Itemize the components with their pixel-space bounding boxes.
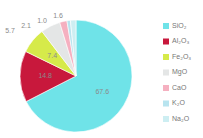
legend-label: Al₂O₃ xyxy=(172,37,189,44)
pie-slice xyxy=(60,21,76,76)
legend-item: Al₂O₃ xyxy=(163,37,189,44)
legend-item: Na₂O xyxy=(163,115,190,122)
pie-slice xyxy=(26,20,132,132)
legend-swatch xyxy=(163,85,169,91)
data-label: 2.1 xyxy=(21,22,31,29)
legend-label: MgO xyxy=(172,68,188,76)
legend-swatch xyxy=(163,116,169,122)
pie-slice xyxy=(67,20,76,76)
legend-label: CaO xyxy=(172,84,187,91)
data-label: 1.6 xyxy=(53,12,63,19)
data-labels: 67.6 14.8 7.4 5.7 2.1 1.0 1.6 xyxy=(5,12,109,95)
legend-label: Fe₂O₃ xyxy=(172,53,191,60)
data-label: 5.7 xyxy=(5,27,15,34)
legend-swatch xyxy=(163,101,169,107)
legend-swatch xyxy=(163,54,169,60)
legend-item: CaO xyxy=(163,84,187,91)
legend-swatch xyxy=(163,23,169,29)
legend-item: MgO xyxy=(163,68,188,76)
legend-swatch xyxy=(163,39,169,45)
legend-label: K₂O xyxy=(172,99,185,106)
legend: SiO₂ Al₂O₃ Fe₂O₃ MgO CaO K₂O Na₂O xyxy=(163,22,191,122)
data-label: 1.0 xyxy=(37,17,47,24)
legend-item: SiO₂ xyxy=(163,22,187,29)
legend-label: SiO₂ xyxy=(172,22,187,29)
data-label: 7.4 xyxy=(47,52,57,59)
pie xyxy=(20,20,132,132)
data-label: 67.6 xyxy=(95,88,109,95)
data-label: 14.8 xyxy=(38,72,52,79)
legend-label: Na₂O xyxy=(172,115,190,122)
chart: 67.6 14.8 7.4 5.7 2.1 1.0 1.6 SiO₂ Al₂O₃ Fe₂O₃ MgO… xyxy=(0,0,203,138)
legend-item: K₂O xyxy=(163,99,185,106)
legend-item: Fe₂O₃ xyxy=(163,53,191,60)
legend-swatch xyxy=(163,70,169,76)
pie-slice xyxy=(70,20,76,76)
